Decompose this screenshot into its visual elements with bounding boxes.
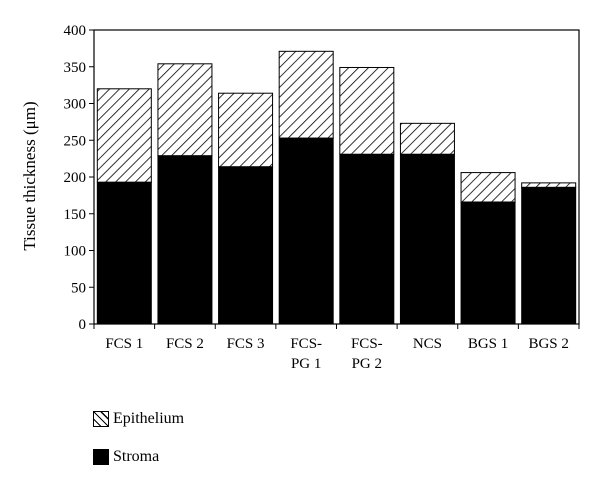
bar-epithelium-2 xyxy=(157,63,213,157)
bar-epithelium-3 xyxy=(218,92,274,168)
epithelium-swatch xyxy=(93,411,109,427)
x-tick-label-5: FCS-PG 2 xyxy=(351,336,383,372)
x-tick-label-2: FCS 2 xyxy=(166,336,204,352)
bar-epithelium-6 xyxy=(399,122,455,155)
stacked-bar-chart: Tissue thickness (μm) 0 50 100 150 200 250 300… xyxy=(20,23,580,372)
y-tick-label-100: 100 xyxy=(64,244,87,260)
bar-epithelium-1 xyxy=(96,88,152,183)
y-tick-label-0: 0 xyxy=(79,317,87,333)
bar-stroma-4 xyxy=(278,137,334,325)
bar-stroma-6 xyxy=(399,153,455,325)
y-tick-label-250: 250 xyxy=(64,133,87,149)
x-tick-label-7: BGS 1 xyxy=(468,336,508,352)
x-tick-label-8: BGS 2 xyxy=(528,336,568,352)
x-tick-label-3: FCS 3 xyxy=(227,336,265,352)
stroma-swatch xyxy=(93,449,109,465)
y-tick-label-150: 150 xyxy=(64,207,87,223)
legend-item-stroma: Stroma xyxy=(93,446,184,468)
y-tick-label-50: 50 xyxy=(71,280,86,296)
y-axis-title: Tissue thickness (μm) xyxy=(20,101,39,250)
bar-stroma-7 xyxy=(460,201,516,325)
legend-label-stroma: Stroma xyxy=(113,448,160,465)
bar-stroma-1 xyxy=(96,181,152,325)
bar-epithelium-5 xyxy=(339,66,395,155)
y-tick-label-400: 400 xyxy=(64,23,87,39)
bar-stroma-8 xyxy=(521,186,577,325)
legend-label-epithelium: Epithelium xyxy=(113,410,185,427)
y-tick-label-350: 350 xyxy=(64,60,87,76)
bar-stroma-2 xyxy=(157,155,213,325)
x-tick-label-6: NCS xyxy=(413,336,442,352)
bar-stroma-3 xyxy=(218,166,274,325)
y-tick-label-300: 300 xyxy=(64,97,87,113)
bar-epithelium-4 xyxy=(278,50,334,139)
legend: Epithelium Stroma xyxy=(93,408,184,484)
bar-epithelium-7 xyxy=(460,172,516,203)
bar-epithelium-8 xyxy=(521,182,577,188)
bar-stroma-5 xyxy=(339,153,395,325)
y-tick-label-200: 200 xyxy=(64,170,87,186)
x-tick-label-4: FCS-PG 1 xyxy=(290,336,322,372)
legend-item-epithelium: Epithelium xyxy=(93,408,184,430)
x-tick-label-1: FCS 1 xyxy=(105,336,143,352)
plot-area: 0 50 100 150 200 250 300 350 400 FCS 1 FCS 2 FCS 3 F… xyxy=(64,23,580,372)
